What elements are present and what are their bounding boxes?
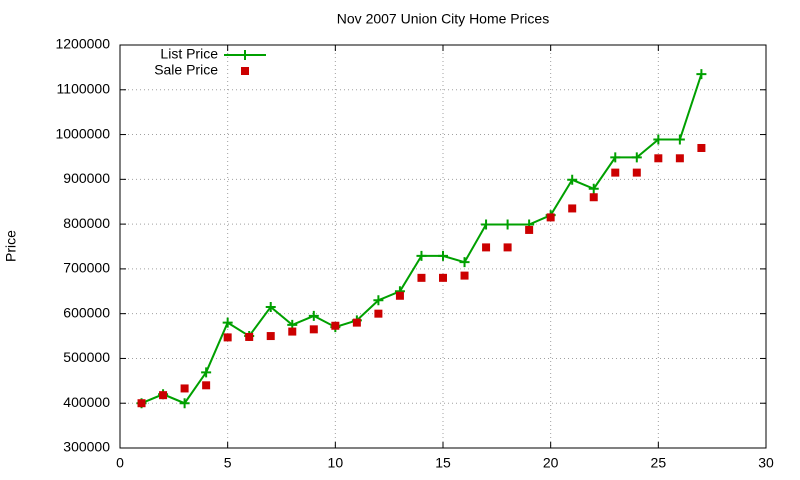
series-line <box>141 73 703 405</box>
legend-marker <box>241 67 249 75</box>
point <box>309 325 318 334</box>
point <box>374 309 383 318</box>
point <box>482 243 491 252</box>
point <box>696 69 707 80</box>
y-tick-label: 500000 <box>63 349 110 365</box>
y-tick-label: 1200000 <box>55 36 110 52</box>
x-tick-label: 20 <box>543 455 559 471</box>
y-axis-label: Price <box>3 230 19 262</box>
x-tick-label: 5 <box>224 455 232 471</box>
point <box>567 174 578 185</box>
point <box>308 310 319 321</box>
point <box>610 152 621 163</box>
point <box>245 332 254 341</box>
point <box>460 271 469 280</box>
y-tick-label: 900000 <box>63 170 110 186</box>
point <box>546 213 555 222</box>
point <box>222 317 233 328</box>
x-tick-label: 0 <box>116 455 124 471</box>
y-tick-label: 700000 <box>63 260 110 276</box>
point <box>159 391 168 400</box>
legend-marker <box>240 50 250 60</box>
point <box>137 399 146 408</box>
point <box>417 273 426 282</box>
point <box>588 183 599 194</box>
chart-title: Nov 2007 Union City Home Prices <box>337 11 549 27</box>
point <box>589 193 598 202</box>
legend-label: Sale Price <box>154 62 218 78</box>
x-tick-label: 25 <box>651 455 667 471</box>
plot-border <box>119 44 767 449</box>
point <box>416 250 427 261</box>
point <box>180 384 189 393</box>
y-tick-label: 600000 <box>63 304 110 320</box>
y-tick-label: 1100000 <box>57 80 111 96</box>
y-tick-label: 400000 <box>63 394 110 410</box>
point <box>631 152 642 163</box>
point <box>288 327 297 336</box>
point <box>202 381 211 390</box>
point <box>201 367 212 378</box>
point <box>502 219 513 230</box>
point <box>674 134 685 145</box>
legend-label: List Price <box>160 46 218 62</box>
x-tick-label: 15 <box>435 455 451 471</box>
y-tick-label: 800000 <box>63 215 110 231</box>
point <box>611 168 620 177</box>
point <box>632 168 641 177</box>
point <box>223 333 232 342</box>
point <box>266 332 275 341</box>
point <box>525 225 534 234</box>
point <box>373 295 384 306</box>
y-tick-label: 1000000 <box>55 125 110 141</box>
point <box>439 273 447 282</box>
point <box>438 250 448 261</box>
point <box>179 398 190 409</box>
point <box>395 291 404 300</box>
x-tick-label: 10 <box>328 455 344 471</box>
point <box>675 154 684 163</box>
point <box>459 257 470 268</box>
point <box>653 134 664 145</box>
point <box>331 321 340 330</box>
point <box>654 154 663 163</box>
point <box>697 143 706 152</box>
point <box>503 243 512 252</box>
y-tick-label: 300000 <box>63 439 110 455</box>
point <box>265 301 276 312</box>
x-tick-label: 30 <box>758 455 774 471</box>
point <box>568 204 577 213</box>
point <box>352 318 361 327</box>
point <box>481 219 492 230</box>
